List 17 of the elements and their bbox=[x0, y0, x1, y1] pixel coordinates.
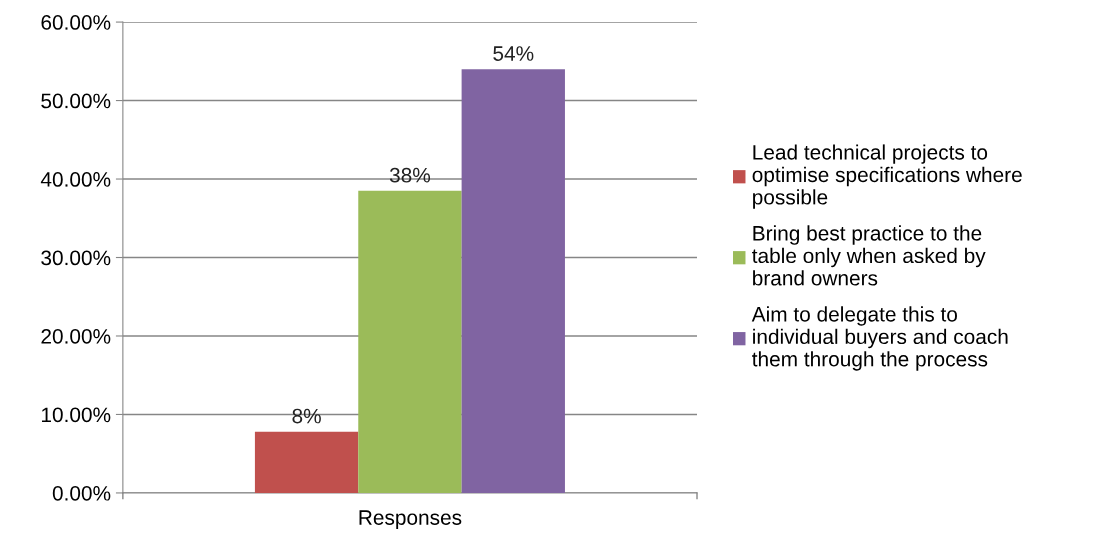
data-label: 8% bbox=[292, 408, 321, 424]
y-tick-label: 50.00% bbox=[41, 93, 111, 109]
legend-label: Lead technical projects to optimise specifications where possible bbox=[752, 144, 1022, 209]
y-tick-label: 20.00% bbox=[41, 328, 111, 344]
y-tick-label: 30.00% bbox=[41, 250, 111, 266]
legend-label: Aim to delegate this to individual buyers and coach them through the process bbox=[751, 306, 1008, 371]
y-tick-label: 10.00% bbox=[42, 407, 111, 423]
y-tick-label: 60.00% bbox=[41, 15, 111, 30]
data-label: 38% bbox=[389, 167, 431, 183]
legend-label: Bring best practice to the table only when asked by brand owners bbox=[752, 225, 986, 286]
bar bbox=[254, 431, 359, 493]
bar bbox=[358, 190, 462, 493]
bar bbox=[461, 69, 565, 493]
y-tick-label: 40.00% bbox=[40, 172, 111, 187]
y-tick-label: 0.00% bbox=[52, 485, 111, 501]
data-label: 54% bbox=[493, 46, 534, 61]
x-tick-label: Responses bbox=[359, 510, 462, 530]
